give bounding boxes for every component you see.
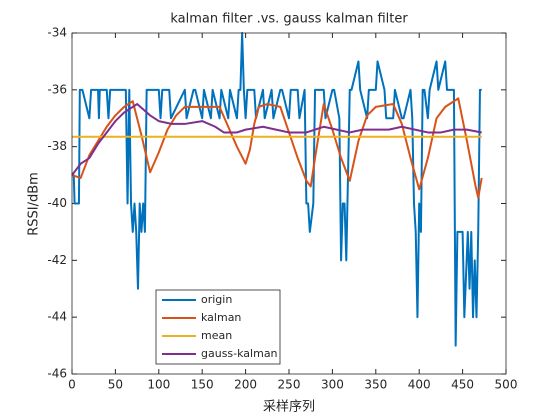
- y-tick-label: -40: [47, 196, 67, 210]
- legend-label: kalman: [201, 311, 241, 324]
- y-tick-label: -42: [47, 253, 67, 267]
- x-tick-label: 400: [408, 378, 431, 392]
- y-axis-label: RSSI/dBm: [27, 172, 42, 236]
- x-tick-label: 450: [451, 378, 474, 392]
- series-line: [72, 32, 482, 347]
- y-tick-label: -34: [47, 26, 67, 40]
- plot-area: [72, 33, 506, 374]
- axes-box: [71, 32, 507, 375]
- x-tick-label: 250: [278, 378, 301, 392]
- legend-label: mean: [201, 329, 232, 342]
- x-axis-label: 采样序列: [263, 400, 315, 415]
- x-tick-label: 100: [147, 378, 170, 392]
- x-tick-label: 50: [108, 378, 123, 392]
- series-line: [71, 97, 483, 199]
- legend-label: origin: [201, 293, 232, 306]
- x-tick-label: 500: [495, 378, 518, 392]
- x-tick-label: 300: [321, 378, 344, 392]
- x-tick-label: 200: [234, 378, 257, 392]
- y-tick-label: -46: [47, 367, 67, 381]
- chart-title: kalman filter .vs. gauss kalman filter: [170, 12, 408, 27]
- x-tick-label: 0: [68, 378, 76, 392]
- y-tick-label: -44: [47, 310, 67, 324]
- legend: origin kalman mean gauss-kalman: [155, 289, 281, 365]
- y-tick-label: -36: [47, 82, 67, 96]
- x-tick-label: 150: [191, 378, 214, 392]
- x-tick-label: 350: [364, 378, 387, 392]
- legend-box: [155, 289, 281, 365]
- y-tick-label: -38: [47, 139, 67, 153]
- legend-label: gauss-kalman: [201, 347, 278, 360]
- series-line: [71, 103, 482, 176]
